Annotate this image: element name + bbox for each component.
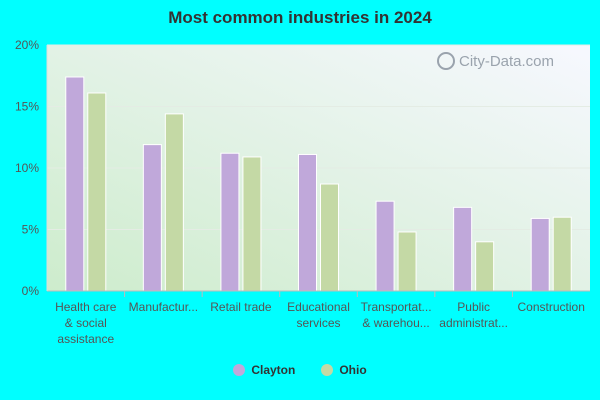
legend-item-clayton: Clayton [233, 363, 295, 377]
bar-clayton [375, 200, 395, 292]
bar-clayton [65, 76, 85, 292]
bar-ohio [164, 113, 184, 292]
bar-clayton [142, 144, 162, 292]
y-tick-label: 0% [22, 284, 40, 298]
chart-title: Most common industries in 2024 [168, 8, 432, 27]
watermark: City-Data.com [437, 52, 554, 70]
bar-clayton [453, 206, 473, 292]
y-tick-label: 5% [22, 223, 40, 237]
bar-ohio [552, 216, 572, 292]
watermark-text: City-Data.com [459, 52, 555, 70]
x-tick-label: Public [457, 300, 490, 314]
bar-ohio [475, 241, 495, 292]
legend-swatch-ohio [321, 364, 334, 376]
bar-clayton [220, 152, 240, 292]
x-tick-label: Construction [518, 300, 585, 314]
y-tick-label: 20% [15, 38, 39, 52]
x-tick-label: Transportat... [361, 300, 432, 314]
legend-label-clayton: Clayton [251, 363, 296, 377]
x-tick-label: & warehou... [362, 316, 429, 330]
x-tick-label: Retail trade [210, 300, 272, 314]
legend-item-ohio: Ohio [321, 363, 367, 377]
x-tick-label: assistance [57, 332, 114, 346]
bar-ohio [87, 92, 107, 292]
x-tick-label: Manufactur... [129, 300, 198, 314]
bar-ohio [397, 231, 417, 292]
bar-clayton [530, 217, 550, 292]
x-tick-label: & social [65, 316, 107, 330]
y-tick-label: 10% [15, 161, 39, 175]
x-tick-label: Health care [55, 300, 117, 314]
bar-ohio [242, 156, 262, 292]
magnifier-icon [437, 52, 455, 70]
bar-ohio [320, 183, 339, 292]
legend-label-ohio: Ohio [339, 363, 367, 377]
legend: Clayton Ohio [0, 363, 600, 377]
x-tick-label: Educational [287, 300, 350, 314]
y-tick-label: 15% [15, 100, 39, 114]
x-tick-label: administrat... [439, 316, 508, 330]
x-tick-label: services [296, 316, 340, 330]
bar-clayton [298, 153, 317, 292]
legend-swatch-clayton [233, 364, 246, 376]
